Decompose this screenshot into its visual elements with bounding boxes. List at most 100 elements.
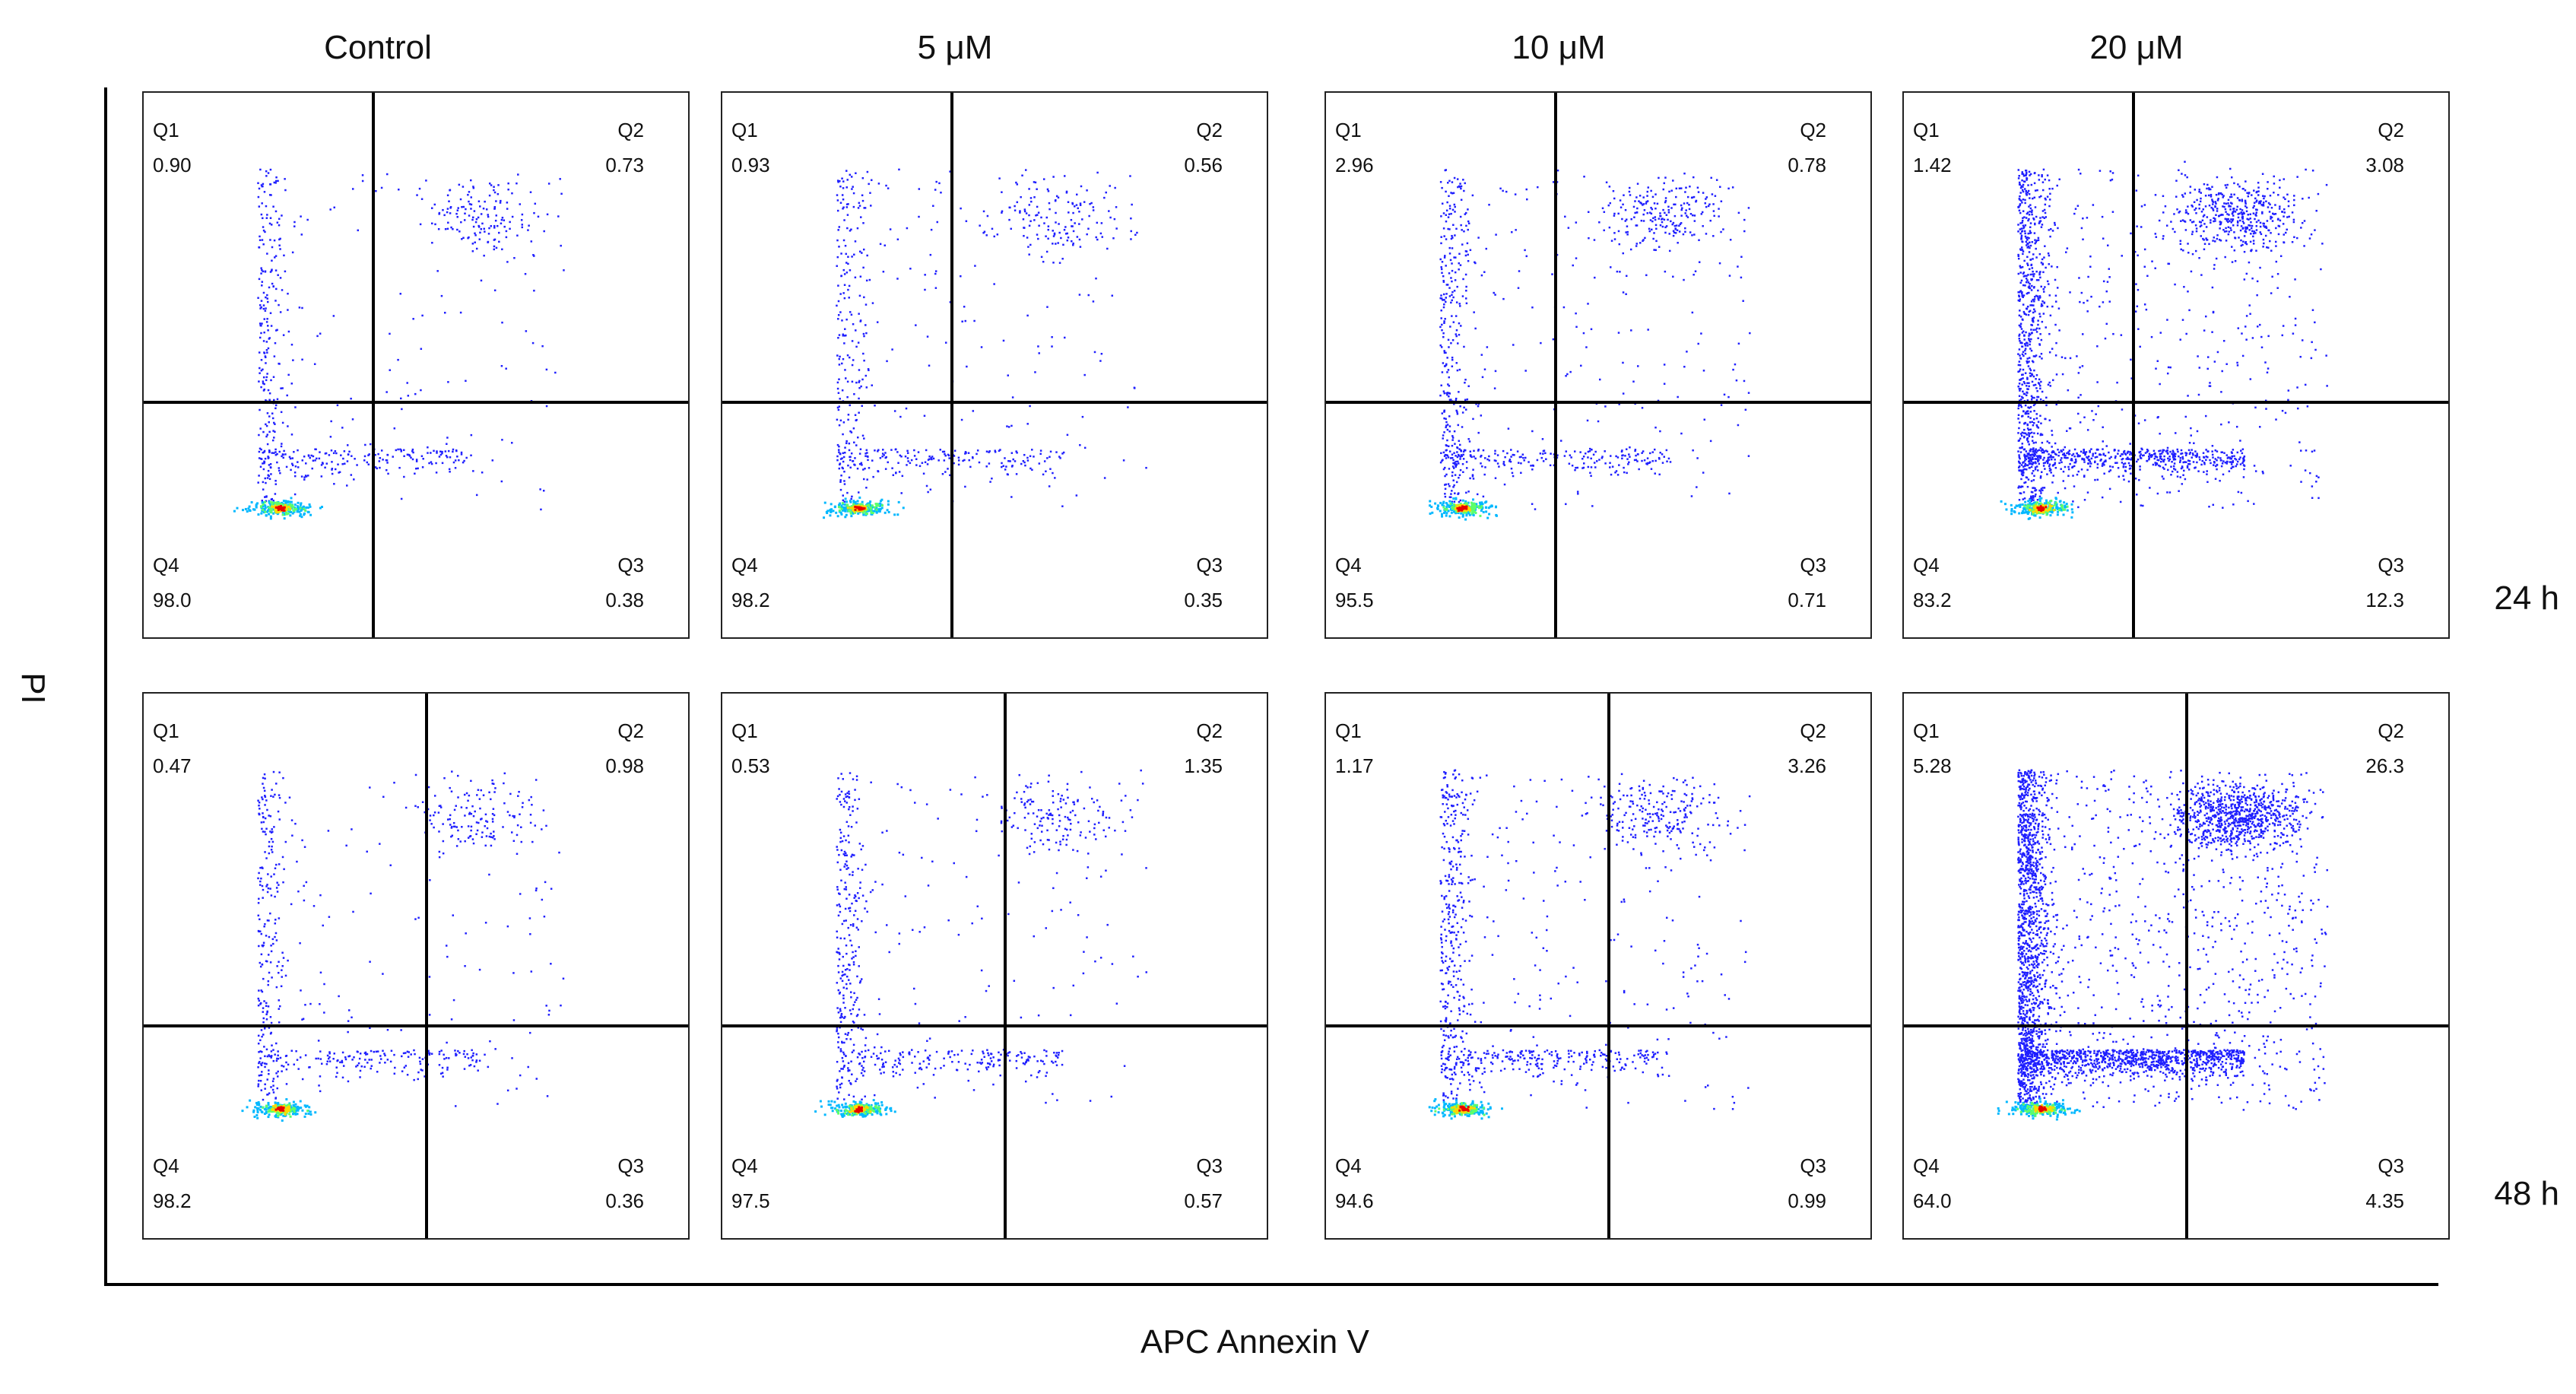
gate-line-horizontal [1904, 401, 2448, 404]
quadrant-name: Q2 [1800, 719, 1826, 742]
quadrant-q3-label: Q3 0.35 [1184, 548, 1223, 618]
column-label-20um: 20 μM [2089, 29, 2184, 66]
gate-line-vertical [1004, 694, 1007, 1238]
quadrant-value: 98.2 [731, 589, 770, 611]
quadrant-q2-label: Q2 26.3 [2365, 713, 2404, 783]
gate-line-horizontal [144, 1024, 688, 1027]
column-label-control: Control [324, 29, 432, 66]
quadrant-name: Q3 [1196, 554, 1223, 576]
flow-panel-48h-5m: Q1 0.53 Q2 1.35 Q4 97.5 Q3 0.57 [721, 692, 1268, 1240]
quadrant-q1-label: Q1 0.93 [731, 113, 770, 183]
quadrant-name: Q4 [731, 554, 758, 576]
quadrant-name: Q2 [1800, 119, 1826, 141]
quadrant-name: Q4 [731, 1154, 758, 1177]
quadrant-name: Q3 [617, 554, 644, 576]
row-label-48h: 48 h [2494, 1175, 2559, 1212]
x-axis-line [104, 1283, 2438, 1286]
quadrant-value: 97.5 [731, 1189, 770, 1212]
flow-panel-24h-control: Q1 0.90 Q2 0.73 Q4 98.0 Q3 0.38 [142, 91, 690, 639]
quadrant-value: 0.93 [731, 154, 770, 176]
quadrant-q1-label: Q1 1.42 [1913, 113, 1952, 183]
quadrant-name: Q2 [617, 119, 644, 141]
quadrant-name: Q3 [2378, 1154, 2404, 1177]
x-axis-label: APC Annexin V [1140, 1323, 1369, 1361]
quadrant-q4-label: Q4 98.2 [731, 548, 770, 618]
quadrant-q1-label: Q1 5.28 [1913, 713, 1952, 783]
quadrant-value: 5.28 [1913, 754, 1952, 777]
quadrant-value: 83.2 [1913, 589, 1952, 611]
gate-line-vertical [425, 694, 428, 1238]
column-label-5um: 5 μM [917, 29, 993, 66]
flow-panel-24h-10m: Q1 2.96 Q2 0.78 Q4 95.5 Q3 0.71 [1324, 91, 1872, 639]
quadrant-q2-label: Q2 0.98 [605, 713, 644, 783]
quadrant-name: Q3 [1800, 554, 1826, 576]
quadrant-value: 26.3 [2365, 754, 2404, 777]
quadrant-q2-label: Q2 1.35 [1184, 713, 1223, 783]
quadrant-value: 0.56 [1184, 154, 1223, 176]
quadrant-name: Q2 [2378, 719, 2404, 742]
y-axis-label: PI [14, 672, 52, 704]
gate-line-horizontal [1326, 1024, 1870, 1027]
quadrant-value: 0.47 [153, 754, 192, 777]
quadrant-q3-label: Q3 4.35 [2365, 1148, 2404, 1218]
gate-line-vertical [2185, 694, 2188, 1238]
flow-panel-24h-20m: Q1 1.42 Q2 3.08 Q4 83.2 Q3 12.3 [1902, 91, 2450, 639]
quadrant-value: 1.35 [1184, 754, 1223, 777]
quadrant-q3-label: Q3 0.36 [605, 1148, 644, 1218]
column-label-10um: 10 μM [1512, 29, 1606, 66]
quadrant-q1-label: Q1 0.90 [153, 113, 192, 183]
quadrant-q4-label: Q4 64.0 [1913, 1148, 1952, 1218]
quadrant-q4-label: Q4 97.5 [731, 1148, 770, 1218]
quadrant-name: Q3 [617, 1154, 644, 1177]
quadrant-name: Q1 [1913, 119, 1940, 141]
flow-panel-24h-5m: Q1 0.93 Q2 0.56 Q4 98.2 Q3 0.35 [721, 91, 1268, 639]
quadrant-value: 3.26 [1788, 754, 1826, 777]
quadrant-q1-label: Q1 1.17 [1335, 713, 1374, 783]
quadrant-name: Q1 [1335, 719, 1362, 742]
quadrant-q4-label: Q4 98.2 [153, 1148, 192, 1218]
quadrant-name: Q4 [1335, 554, 1362, 576]
quadrant-q2-label: Q2 3.26 [1788, 713, 1826, 783]
gate-line-vertical [2132, 93, 2135, 637]
density-dots [233, 168, 565, 520]
quadrant-value: 3.08 [2365, 154, 2404, 176]
flow-panel-48h-20m: Q1 5.28 Q2 26.3 Q4 64.0 Q3 4.35 [1902, 692, 2450, 1240]
quadrant-q1-label: Q1 0.47 [153, 713, 192, 783]
quadrant-value: 64.0 [1913, 1189, 1952, 1212]
y-axis-line [104, 87, 107, 1286]
quadrant-q3-label: Q3 0.57 [1184, 1148, 1223, 1218]
quadrant-value: 1.42 [1913, 154, 1952, 176]
quadrant-q3-label: Q3 12.3 [2365, 548, 2404, 618]
quadrant-name: Q1 [731, 119, 758, 141]
density-dots [1428, 769, 1751, 1120]
quadrant-value: 0.71 [1788, 589, 1826, 611]
quadrant-name: Q1 [1335, 119, 1362, 141]
quadrant-name: Q3 [1800, 1154, 1826, 1177]
density-dots [2000, 160, 2328, 520]
quadrant-q2-label: Q2 0.78 [1788, 113, 1826, 183]
quadrant-value: 0.53 [731, 754, 770, 777]
quadrant-name: Q1 [153, 119, 179, 141]
gate-line-vertical [1607, 694, 1610, 1238]
quadrant-name: Q2 [1196, 119, 1223, 141]
quadrant-name: Q1 [153, 719, 179, 742]
quadrant-value: 1.17 [1335, 754, 1374, 777]
quadrant-name: Q2 [617, 719, 644, 742]
quadrant-value: 0.35 [1184, 589, 1223, 611]
gate-line-horizontal [1326, 401, 1870, 404]
quadrant-value: 0.38 [605, 589, 644, 611]
quadrant-value: 2.96 [1335, 154, 1374, 176]
quadrant-name: Q3 [2378, 554, 2404, 576]
quadrant-q1-label: Q1 2.96 [1335, 113, 1374, 183]
quadrant-q3-label: Q3 0.38 [605, 548, 644, 618]
density-dots [241, 770, 565, 1122]
quadrant-q2-label: Q2 0.73 [605, 113, 644, 183]
quadrant-name: Q1 [1913, 719, 1940, 742]
quadrant-q4-label: Q4 94.6 [1335, 1148, 1374, 1218]
quadrant-value: 94.6 [1335, 1189, 1374, 1212]
quadrant-value: 0.57 [1184, 1189, 1223, 1212]
quadrant-q3-label: Q3 0.71 [1788, 548, 1826, 618]
density-dots [1997, 769, 2329, 1121]
gate-line-vertical [372, 93, 375, 637]
quadrant-value: 0.78 [1788, 154, 1826, 176]
